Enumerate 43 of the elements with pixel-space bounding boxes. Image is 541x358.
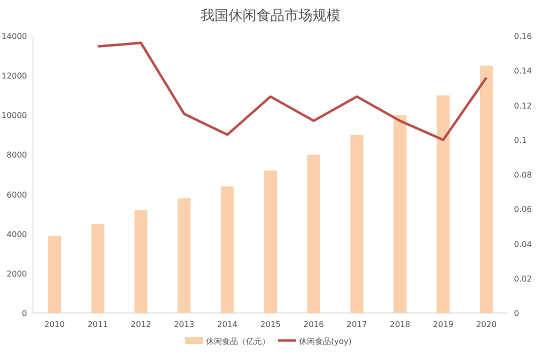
- x-tick-label: 2019: [433, 320, 454, 329]
- y2-tick-label: 0.16: [514, 32, 532, 41]
- y-tick-label: 14000: [2, 32, 27, 41]
- x-tick-label: 2012: [130, 320, 152, 329]
- x-tick-label: 2016: [304, 320, 324, 329]
- x-tick-label: 2013: [174, 320, 194, 329]
- chart-title: 我国休闲食品市场规模: [200, 8, 340, 24]
- bar: [480, 66, 493, 313]
- x-tick-label: 2010: [44, 320, 65, 329]
- y2-tick-label: 0.14: [514, 66, 532, 76]
- y2-tick-label: 0.1: [514, 136, 527, 145]
- y2-tick-label: 0.08: [514, 170, 532, 180]
- bar: [394, 115, 407, 313]
- y2-tick-label: 0.02: [514, 274, 532, 284]
- y2-tick-label: 0.12: [514, 101, 532, 110]
- bar: [436, 95, 450, 313]
- y2-tick-label: 0.04: [514, 240, 532, 249]
- legend-label: 休闲食品（亿元）: [206, 337, 270, 346]
- bar: [134, 210, 148, 313]
- x-tick-label: 2017: [346, 320, 368, 329]
- bar: [48, 236, 62, 313]
- y-tick-label: 2000: [6, 269, 27, 278]
- y2-tick-label: 0: [514, 309, 520, 318]
- bar: [264, 170, 277, 313]
- bar: [350, 134, 364, 313]
- bar: [220, 186, 234, 313]
- y-tick-label: 8000: [6, 150, 27, 160]
- y-tick-label: 4000: [6, 230, 27, 239]
- y2-tick-label: 0.06: [514, 205, 532, 214]
- bar: [91, 224, 104, 313]
- bar: [307, 154, 320, 313]
- x-tick-label: 2020: [476, 320, 497, 329]
- y-tick-label: 6000: [6, 190, 27, 200]
- x-tick-label: 2015: [260, 320, 281, 329]
- line-series: [96, 42, 488, 142]
- x-tick-label: 2011: [88, 320, 108, 329]
- x-tick-label: 2018: [390, 320, 410, 329]
- y-tick-label: 10000: [2, 111, 27, 120]
- bar: [178, 198, 191, 313]
- y-tick-label: 0: [22, 309, 27, 318]
- x-tick-label: 2014: [217, 320, 238, 329]
- legend-label: 休闲食品(yoy): [299, 337, 352, 346]
- y-tick-label: 12000: [2, 72, 27, 81]
